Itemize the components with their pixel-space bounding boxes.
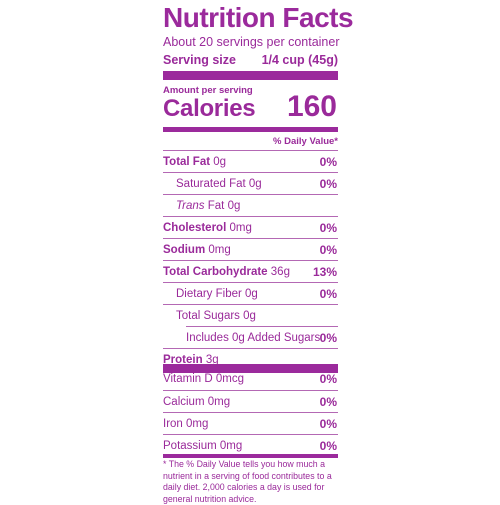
- vitamin-pct: 0%: [319, 417, 337, 431]
- nutrient-pct: 0%: [319, 155, 337, 169]
- nutrient-amount: 0g: [227, 200, 241, 212]
- nutrient-name: Trans: [176, 200, 205, 212]
- nutrient-amount: 0g: [213, 156, 227, 168]
- nutrient-name: Saturated Fat: [176, 178, 246, 190]
- nutrient-name: Cholesterol: [163, 222, 227, 234]
- nutrient-amount: 3g: [205, 354, 219, 366]
- label-title: Nutrition Facts: [163, 2, 354, 33]
- nutrient-pct: 0%: [319, 287, 337, 301]
- vitamin-pct: 0%: [319, 395, 337, 409]
- divider-footnote: [163, 454, 338, 458]
- nutrient-row-total-fat: Total Fat 0g 0%: [163, 150, 338, 173]
- nutrient-row-total-sugars: Total Sugars 0g: [163, 304, 338, 327]
- thick-divider-top: [163, 71, 338, 80]
- nutrient-amount: 0mg: [208, 244, 231, 256]
- nutrient-pct: 0%: [319, 243, 337, 257]
- serving-size-label: Serving size: [163, 53, 236, 67]
- vitamin-name: Calcium: [163, 396, 205, 408]
- vitamin-name: Potassium: [163, 440, 217, 452]
- amount-per-serving: Amount per serving: [163, 85, 253, 96]
- serving-size-value: 1/4 cup (45g): [261, 53, 338, 67]
- nutrient-name: Sodium: [163, 244, 206, 256]
- nutrient-amount: 0g: [248, 178, 262, 190]
- vitamin-row-potassium: Potassium 0mg 0%: [163, 434, 338, 457]
- vitamin-amount: 0mg: [207, 396, 231, 408]
- nutrient-name: Dietary Fiber: [176, 288, 242, 300]
- nutrient-amount: 0g: [245, 288, 258, 300]
- nutrient-row-saturated-fat: Saturated Fat 0g 0%: [163, 172, 338, 195]
- nutrient-pct: 13%: [312, 265, 337, 279]
- vitamin-amount: 0mg: [186, 418, 209, 430]
- vitamin-amount: 0mg: [219, 440, 243, 452]
- nutrient-name: Total Fat: [163, 156, 211, 168]
- daily-value-header: % Daily Value*: [273, 136, 338, 147]
- vitamin-row-vitamin-d: Vitamin D 0mcg 0%: [163, 368, 338, 390]
- vitamin-row-iron: Iron 0mg 0%: [163, 412, 338, 435]
- nutrient-row-added-sugars: Includes 0g Added Sugars 0%: [186, 326, 338, 349]
- nutrient-pct: 0%: [319, 221, 337, 235]
- nutrient-amount: 0mg: [229, 222, 252, 234]
- vitamin-pct: 0%: [319, 439, 337, 453]
- thick-divider-vitamins: [163, 364, 338, 373]
- calories-value: 160: [286, 90, 337, 123]
- vitamin-amount: 0mcg: [215, 373, 244, 385]
- calories-label: Calories: [163, 95, 256, 122]
- nutrient-name: Total Carbohydrate: [163, 266, 268, 278]
- nutrient-name: Total Sugars: [176, 310, 240, 322]
- nutrient-row-dietary-fiber: Dietary Fiber 0g 0%: [163, 282, 338, 305]
- medium-divider: [163, 127, 338, 132]
- nutrient-name: Protein: [163, 354, 203, 366]
- vitamin-row-calcium: Calcium 0mg 0%: [163, 390, 338, 413]
- nutrient-row-trans-fat: Trans Fat 0g: [163, 194, 338, 217]
- nutrient-name-suffix: Fat: [207, 200, 225, 212]
- nutrient-row-sodium: Sodium 0mg 0%: [163, 238, 338, 261]
- nutrient-amount: 36g: [270, 266, 290, 278]
- nutrient-name: Includes 0g Added Sugars: [186, 332, 321, 344]
- nutrient-amount: 0g: [243, 310, 256, 322]
- nutrition-facts-panel: Nutrition Facts About 20 servings per co…: [158, 0, 354, 504]
- nutrient-row-protein: Protein 3g: [163, 348, 338, 371]
- nutrient-pct: 0%: [319, 331, 337, 345]
- vitamin-pct: 0%: [319, 372, 337, 386]
- daily-value-footnote: * The % Daily Value tells you how much a…: [163, 459, 332, 504]
- vitamin-name: Iron: [163, 418, 183, 430]
- servings-per-container: About 20 servings per container: [163, 35, 340, 49]
- nutrient-row-cholesterol: Cholesterol 0mg 0%: [163, 216, 338, 239]
- nutrient-pct: 0%: [319, 177, 337, 191]
- vitamin-name: Vitamin D: [163, 373, 213, 385]
- nutrient-row-total-carbohydrate: Total Carbohydrate 36g 13%: [163, 260, 338, 283]
